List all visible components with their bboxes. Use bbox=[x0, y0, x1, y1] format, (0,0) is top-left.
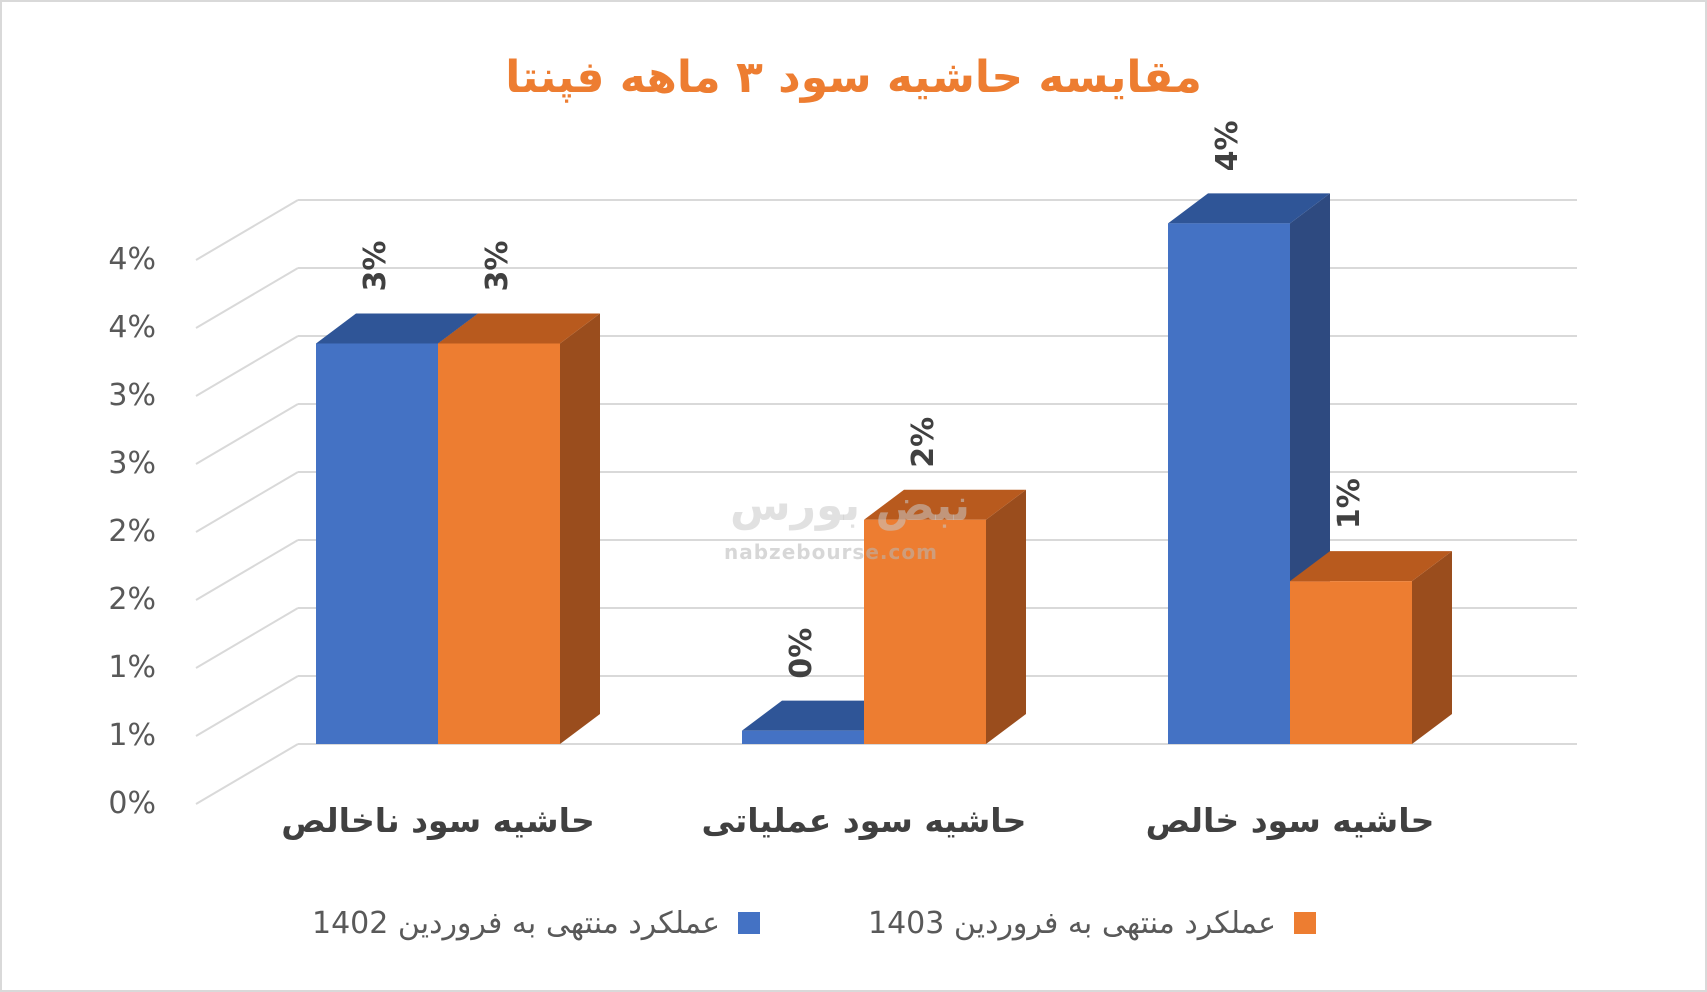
bar-side bbox=[1412, 551, 1452, 744]
bar-data-label: 3% bbox=[358, 241, 393, 292]
x-category-label: حاشیه سود ناخالص bbox=[281, 801, 595, 841]
bar bbox=[438, 343, 560, 744]
bar-side bbox=[986, 489, 1026, 744]
y-tick-label: 4% bbox=[108, 242, 156, 277]
bar bbox=[1168, 223, 1290, 745]
y-tick-label: 2% bbox=[108, 514, 156, 549]
bar-data-label: 4% bbox=[1210, 120, 1245, 171]
bar-data-label: 3% bbox=[480, 241, 515, 292]
legend-swatch-1402 bbox=[738, 912, 761, 934]
chart-title: مقایسه حاشیه سود ۳ ماهه فپنتا bbox=[505, 52, 1202, 103]
gridline-depth bbox=[195, 743, 299, 805]
gridline-depth bbox=[195, 267, 299, 329]
x-category-label: حاشیه سود عملیاتی bbox=[702, 801, 1027, 841]
legend-label-1403: عملکرد منتهی به فروردین 1403 bbox=[868, 905, 1277, 941]
watermark-logo-text: نبض بورس bbox=[730, 480, 970, 531]
y-tick-label: 2% bbox=[108, 582, 156, 617]
gridline-depth bbox=[195, 403, 299, 465]
bar-side bbox=[560, 313, 600, 744]
y-tick-label: 3% bbox=[108, 378, 156, 413]
legend-item-1403: عملکرد منتهی به فروردین 1403 bbox=[868, 898, 1317, 948]
gridline-depth bbox=[195, 675, 299, 737]
y-tick-label: 3% bbox=[108, 446, 156, 481]
gridline-depth bbox=[195, 199, 299, 261]
bar-top bbox=[316, 313, 478, 344]
bar bbox=[742, 730, 864, 744]
gridline-depth bbox=[195, 607, 299, 669]
x-category-label: حاشیه سود خالص bbox=[1146, 801, 1435, 841]
bar-data-label: 0% bbox=[784, 628, 819, 679]
gridline-depth bbox=[195, 471, 299, 533]
y-tick-label: 1% bbox=[108, 718, 156, 753]
y-tick-label: 0% bbox=[108, 786, 156, 821]
bar-top bbox=[864, 489, 1026, 520]
legend-swatch-1403 bbox=[1294, 912, 1317, 934]
gridline-depth bbox=[195, 335, 299, 397]
bar-top bbox=[1290, 551, 1452, 582]
gridline-depth bbox=[195, 539, 299, 601]
legend: عملکرد منتهی به فروردین 1403 عملکرد منته… bbox=[0, 898, 1707, 948]
bar-data-label: 1% bbox=[1332, 478, 1367, 529]
bar bbox=[864, 519, 986, 744]
legend-label-1402: عملکرد منتهی به فروردین 1402 bbox=[312, 905, 721, 941]
legend-item-1402: عملکرد منتهی به فروردین 1402 bbox=[312, 898, 761, 948]
bar-data-label: 2% bbox=[906, 417, 941, 468]
y-tick-label: 4% bbox=[108, 310, 156, 345]
bar-top bbox=[438, 313, 600, 344]
bar bbox=[1290, 581, 1412, 744]
y-tick-label: 1% bbox=[108, 650, 156, 685]
bar bbox=[316, 343, 438, 744]
bar-top bbox=[1168, 193, 1330, 224]
bar-top bbox=[742, 700, 904, 731]
